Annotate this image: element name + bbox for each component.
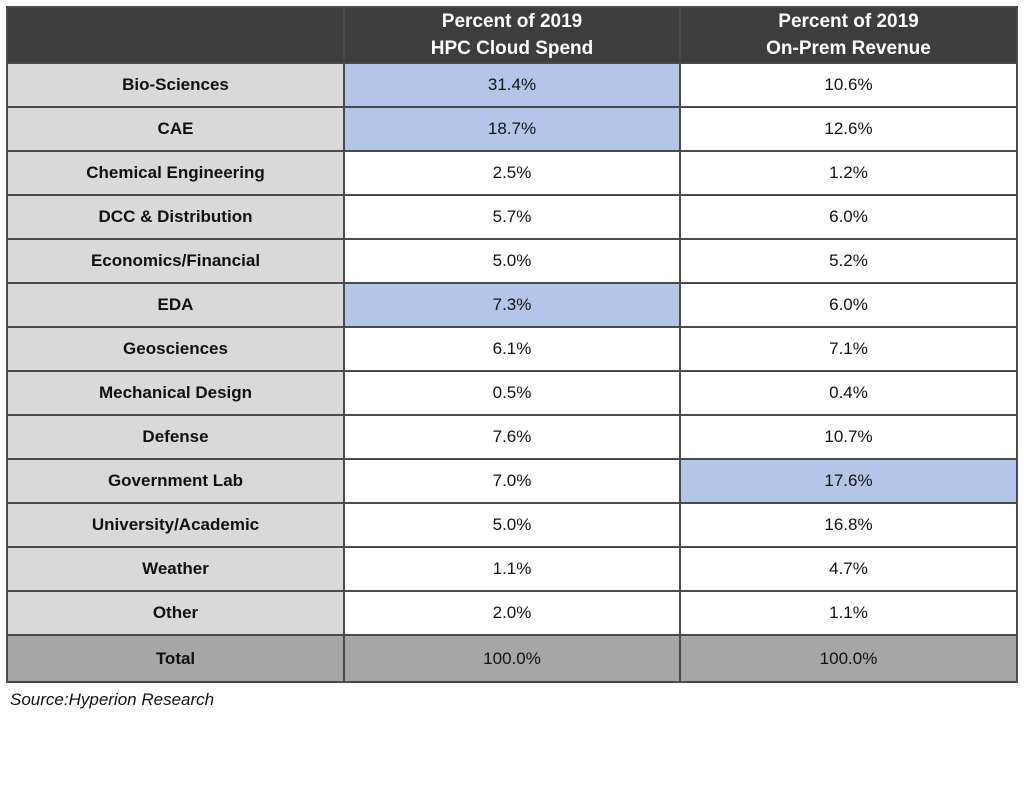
- table-body: Bio-Sciences 31.4% 10.6% CAE 18.7% 12.6%…: [6, 62, 1018, 683]
- onprem-revenue-cell: 5.2%: [679, 238, 1018, 284]
- cloud-spend-cell: 7.3%: [343, 282, 681, 328]
- onprem-revenue-cell: 1.2%: [679, 150, 1018, 196]
- onprem-revenue-cell: 16.8%: [679, 502, 1018, 548]
- header-line-1: Percent of 2019: [441, 11, 583, 32]
- cloud-spend-cell: 0.5%: [343, 370, 681, 416]
- table-row: Mechanical Design 0.5% 0.4%: [6, 370, 1018, 416]
- header-row: Percent of 2019 HPC Cloud Spend Percent …: [6, 6, 1018, 64]
- total-cloud-spend-cell: 100.0%: [343, 634, 681, 683]
- onprem-revenue-cell: 10.7%: [679, 414, 1018, 460]
- table-row: EDA 7.3% 6.0%: [6, 282, 1018, 328]
- table-row: Economics/Financial 5.0% 5.2%: [6, 238, 1018, 284]
- onprem-revenue-cell: 6.0%: [679, 282, 1018, 328]
- row-label-cell: CAE: [6, 106, 345, 152]
- cloud-spend-cell: 5.0%: [343, 238, 681, 284]
- header-line-2: HPC Cloud Spend: [430, 38, 594, 59]
- onprem-revenue-cell: 17.6%: [679, 458, 1018, 504]
- onprem-revenue-cell: 6.0%: [679, 194, 1018, 240]
- row-label-cell: Geosciences: [6, 326, 345, 372]
- table-row: Defense 7.6% 10.7%: [6, 414, 1018, 460]
- row-label-cell: Chemical Engineering: [6, 150, 345, 196]
- onprem-revenue-cell: 4.7%: [679, 546, 1018, 592]
- table-row: CAE 18.7% 12.6%: [6, 106, 1018, 152]
- onprem-revenue-cell: 10.6%: [679, 62, 1018, 108]
- row-label-cell: Defense: [6, 414, 345, 460]
- table-header: Percent of 2019 HPC Cloud Spend Percent …: [6, 6, 1018, 64]
- table-row: Weather 1.1% 4.7%: [6, 546, 1018, 592]
- row-label-cell: Economics/Financial: [6, 238, 345, 284]
- table-row: Government Lab 7.0% 17.6%: [6, 458, 1018, 504]
- onprem-revenue-cell: 7.1%: [679, 326, 1018, 372]
- spend-comparison-table: Percent of 2019 HPC Cloud Spend Percent …: [6, 6, 1018, 683]
- cloud-spend-cell: 2.5%: [343, 150, 681, 196]
- cloud-spend-cell: 7.6%: [343, 414, 681, 460]
- row-label-cell: Weather: [6, 546, 345, 592]
- cloud-spend-cell: 31.4%: [343, 62, 681, 108]
- source-note: Source:Hyperion Research: [10, 690, 215, 709]
- row-label-cell: DCC & Distribution: [6, 194, 345, 240]
- header-line-2: On-Prem Revenue: [766, 38, 931, 59]
- cloud-spend-cell: 7.0%: [343, 458, 681, 504]
- table-row: Geosciences 6.1% 7.1%: [6, 326, 1018, 372]
- total-onprem-revenue-cell: 100.0%: [679, 634, 1018, 683]
- table-row: Bio-Sciences 31.4% 10.6%: [6, 62, 1018, 108]
- cloud-spend-cell: 2.0%: [343, 590, 681, 636]
- row-label-cell: University/Academic: [6, 502, 345, 548]
- row-label-cell: Mechanical Design: [6, 370, 345, 416]
- header-line-1: Percent of 2019: [778, 11, 919, 32]
- cloud-spend-cell: 18.7%: [343, 106, 681, 152]
- onprem-revenue-cell: 12.6%: [679, 106, 1018, 152]
- onprem-revenue-cell: 1.1%: [679, 590, 1018, 636]
- onprem-revenue-cell: 0.4%: [679, 370, 1018, 416]
- cloud-spend-cell: 5.7%: [343, 194, 681, 240]
- cloud-spend-column-header: Percent of 2019 HPC Cloud Spend: [343, 6, 681, 64]
- corner-header-cell: [6, 6, 345, 64]
- cloud-spend-cell: 6.1%: [343, 326, 681, 372]
- row-label-cell: Bio-Sciences: [6, 62, 345, 108]
- row-label-cell: Government Lab: [6, 458, 345, 504]
- table-row: Other 2.0% 1.1%: [6, 590, 1018, 636]
- row-label-cell: Other: [6, 590, 345, 636]
- table-row: Chemical Engineering 2.5% 1.2%: [6, 150, 1018, 196]
- row-label-cell: EDA: [6, 282, 345, 328]
- total-label-cell: Total: [6, 634, 345, 683]
- table-row: DCC & Distribution 5.7% 6.0%: [6, 194, 1018, 240]
- total-row: Total 100.0% 100.0%: [6, 634, 1018, 683]
- cloud-spend-cell: 1.1%: [343, 546, 681, 592]
- cloud-spend-cell: 5.0%: [343, 502, 681, 548]
- table-row: University/Academic 5.0% 16.8%: [6, 502, 1018, 548]
- onprem-revenue-column-header: Percent of 2019 On-Prem Revenue: [679, 6, 1018, 64]
